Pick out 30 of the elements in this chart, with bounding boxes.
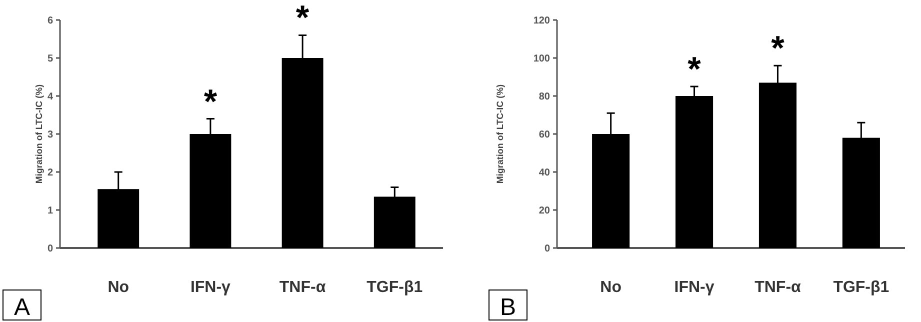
y-tick-label: 2 <box>47 168 54 178</box>
y-tick-label: 1 <box>47 206 54 216</box>
y-tick-label: 6 <box>47 16 54 26</box>
annotation: * <box>296 0 310 38</box>
y-tick-label: 0 <box>544 244 550 254</box>
y-tick-label: 100 <box>533 54 550 64</box>
x-tick-label: No <box>600 279 622 296</box>
y-axis-title: Migration of LTC-IC (%) <box>34 84 44 184</box>
x-tick-label: TNF-α <box>754 279 802 296</box>
annotation: * <box>688 50 702 88</box>
x-tick-label: TGF-β1 <box>833 279 890 296</box>
annotation: * <box>204 82 218 121</box>
text: A <box>14 294 30 321</box>
y-tick-label: 3 <box>47 130 54 140</box>
y-tick-label: 5 <box>47 54 54 64</box>
x-tick-label: No <box>108 279 130 296</box>
x-tick-label: IFN-γ <box>674 279 714 296</box>
y-axis-title: Migration of LTC-IC (%) <box>495 84 505 184</box>
x-tick-label: IFN-γ <box>190 279 231 296</box>
y-tick-label: 120 <box>533 16 550 26</box>
y-tick-label: 40 <box>538 168 550 178</box>
annotation: * <box>771 30 786 68</box>
x-tick-label: TGF-β1 <box>366 279 423 296</box>
y-tick-label: 60 <box>538 130 550 140</box>
y-tick-label: 0 <box>47 244 54 254</box>
y-tick-label: 80 <box>538 92 550 102</box>
y-tick-label: 4 <box>47 92 54 102</box>
y-tick-label: 20 <box>538 206 550 216</box>
text: B <box>500 294 516 321</box>
x-tick-label: TNF-α <box>279 279 326 296</box>
